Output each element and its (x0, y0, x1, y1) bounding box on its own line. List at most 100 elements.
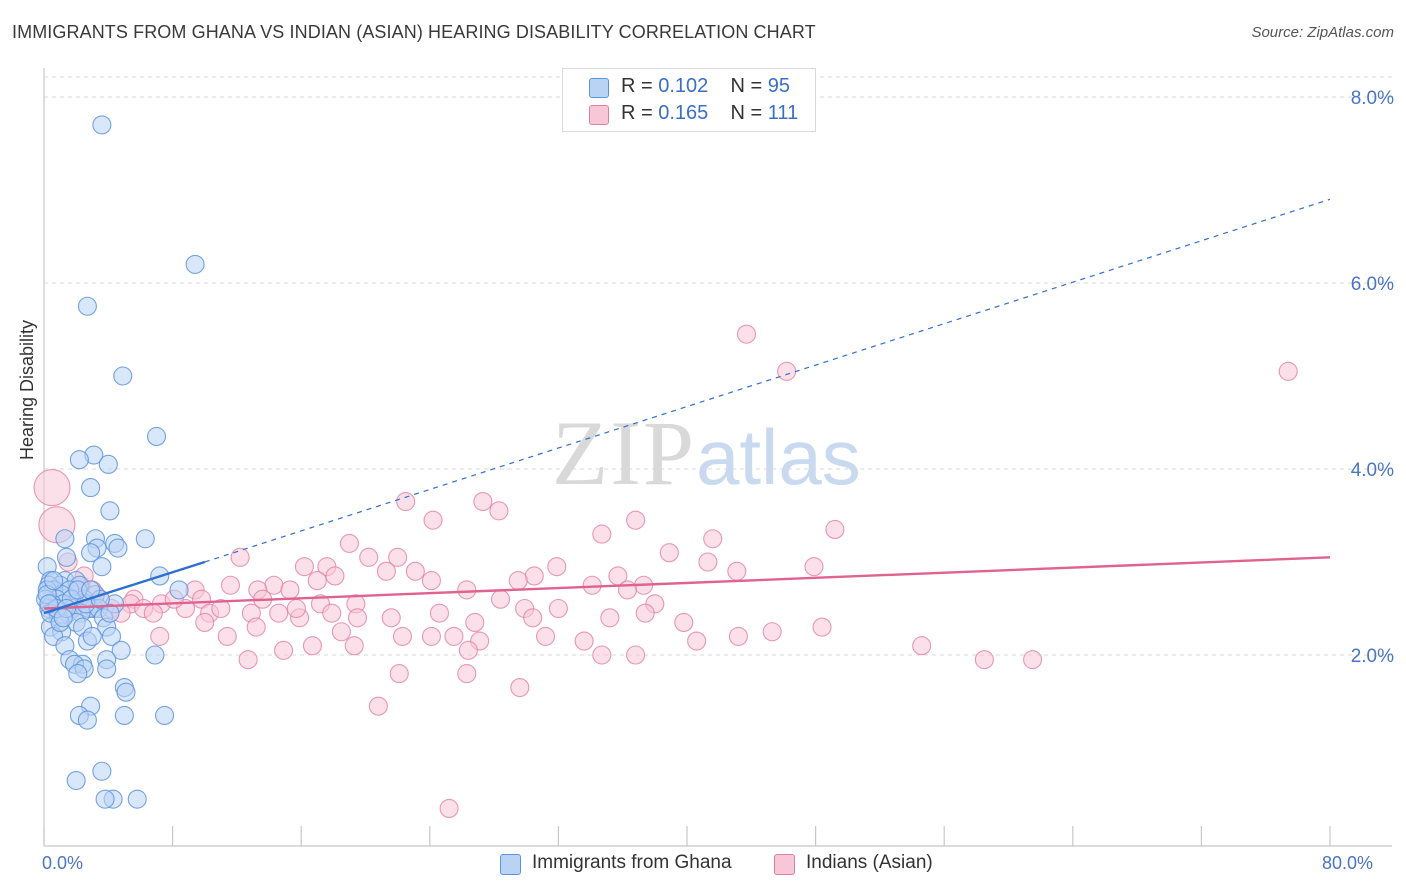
point-indians (687, 631, 707, 651)
point-indians (703, 529, 723, 549)
point-indians (269, 603, 289, 623)
point-indians (396, 491, 416, 512)
point-ghana (92, 115, 112, 135)
point-indians (429, 603, 449, 623)
point-indians (368, 696, 388, 716)
point-indians (307, 571, 327, 591)
y-tick-label: 2.0% (1351, 646, 1394, 667)
legend-swatch-ghana (500, 854, 521, 875)
point-ghana (98, 454, 118, 474)
point-ghana (113, 366, 133, 386)
point-indians (736, 324, 757, 344)
point-indians (344, 636, 364, 656)
point-indians (325, 566, 345, 586)
point-ghana (68, 664, 88, 684)
point-indians (302, 636, 323, 656)
point-ghana (66, 770, 86, 791)
point-indians (535, 626, 556, 646)
point-indians (331, 622, 351, 642)
watermark-atlas: atlas (696, 413, 861, 501)
point-ghana (77, 296, 97, 316)
point-indians (457, 664, 477, 684)
point-indians (273, 640, 294, 660)
point-indians (280, 580, 300, 600)
point-indians (777, 361, 797, 381)
point-indians (381, 608, 401, 628)
point-indians (359, 547, 379, 567)
point-indians (389, 664, 409, 684)
point-indians (728, 626, 748, 646)
point-indians (286, 598, 306, 619)
point-ghana (81, 543, 101, 563)
point-indians (825, 519, 845, 540)
point-indians (388, 547, 408, 567)
point-ghana (185, 254, 205, 274)
point-ghana (100, 603, 120, 623)
point-indians (510, 677, 530, 698)
point-indians (508, 571, 528, 591)
point-indians (457, 580, 477, 600)
point-indians (547, 557, 567, 577)
trendline-ghana (43, 560, 206, 615)
point-indians (635, 603, 655, 623)
point-indians (423, 510, 443, 530)
point-ghana (145, 645, 165, 665)
point-indians (238, 650, 258, 670)
point-ghana (92, 761, 112, 781)
point-indians (524, 566, 544, 586)
point-indians (339, 533, 359, 553)
chart-title: IMMIGRANTS FROM GHANA VS INDIAN (ASIAN) … (12, 22, 816, 42)
legend-swatch-pink (589, 105, 609, 125)
point-indians (405, 561, 425, 581)
y-tick-label: 6.0% (1351, 274, 1394, 295)
point-indians (458, 640, 478, 660)
watermark: ZIPatlas (552, 400, 861, 506)
point-ghana (95, 789, 115, 809)
point-indians (674, 612, 694, 633)
point-indians (143, 603, 163, 623)
legend-label-indians: Indians (Asian) (806, 852, 933, 873)
point-ghana (81, 478, 101, 498)
point-ghana (82, 626, 102, 646)
point-indians (294, 557, 314, 577)
point-indians (548, 598, 568, 619)
point-indians (421, 571, 441, 591)
point-indians (1023, 650, 1043, 670)
point-indians (523, 608, 543, 628)
point-indians (444, 626, 464, 646)
trendline-indians (43, 556, 1331, 610)
point-indians (347, 608, 368, 628)
point-indians (211, 598, 231, 619)
point-ghana (127, 789, 147, 809)
point-indians (812, 617, 832, 637)
point-indians (473, 491, 493, 512)
point-ghana (92, 557, 112, 577)
point-ghana (114, 705, 134, 726)
point-ghana (169, 580, 189, 600)
point-ghana (53, 608, 73, 628)
point-ghana (101, 626, 122, 646)
point-ghana (100, 501, 120, 521)
x-tick-label-min: 0.0% (42, 853, 84, 873)
point-ghana (97, 659, 117, 679)
point-indians (439, 798, 459, 819)
point-indians (220, 575, 241, 595)
point-ghana (44, 571, 64, 591)
point-ghana (55, 529, 75, 549)
point-ghana (135, 529, 155, 549)
point-ghana (146, 426, 167, 447)
point-indians (592, 524, 612, 544)
point-ghana (116, 682, 136, 702)
point-indians (217, 626, 237, 646)
legend-stats-indians: R = 0.165 N = 111 (621, 102, 799, 124)
point-indians (376, 561, 396, 581)
point-indians (617, 580, 638, 600)
point-ghana (77, 710, 97, 730)
point-ghana (69, 450, 89, 470)
point-indians (698, 552, 718, 572)
y-axis-label: Hearing Disability (17, 319, 37, 460)
point-indians (804, 557, 824, 577)
legend-swatch-blue (589, 78, 609, 98)
point-ghana (56, 547, 77, 567)
